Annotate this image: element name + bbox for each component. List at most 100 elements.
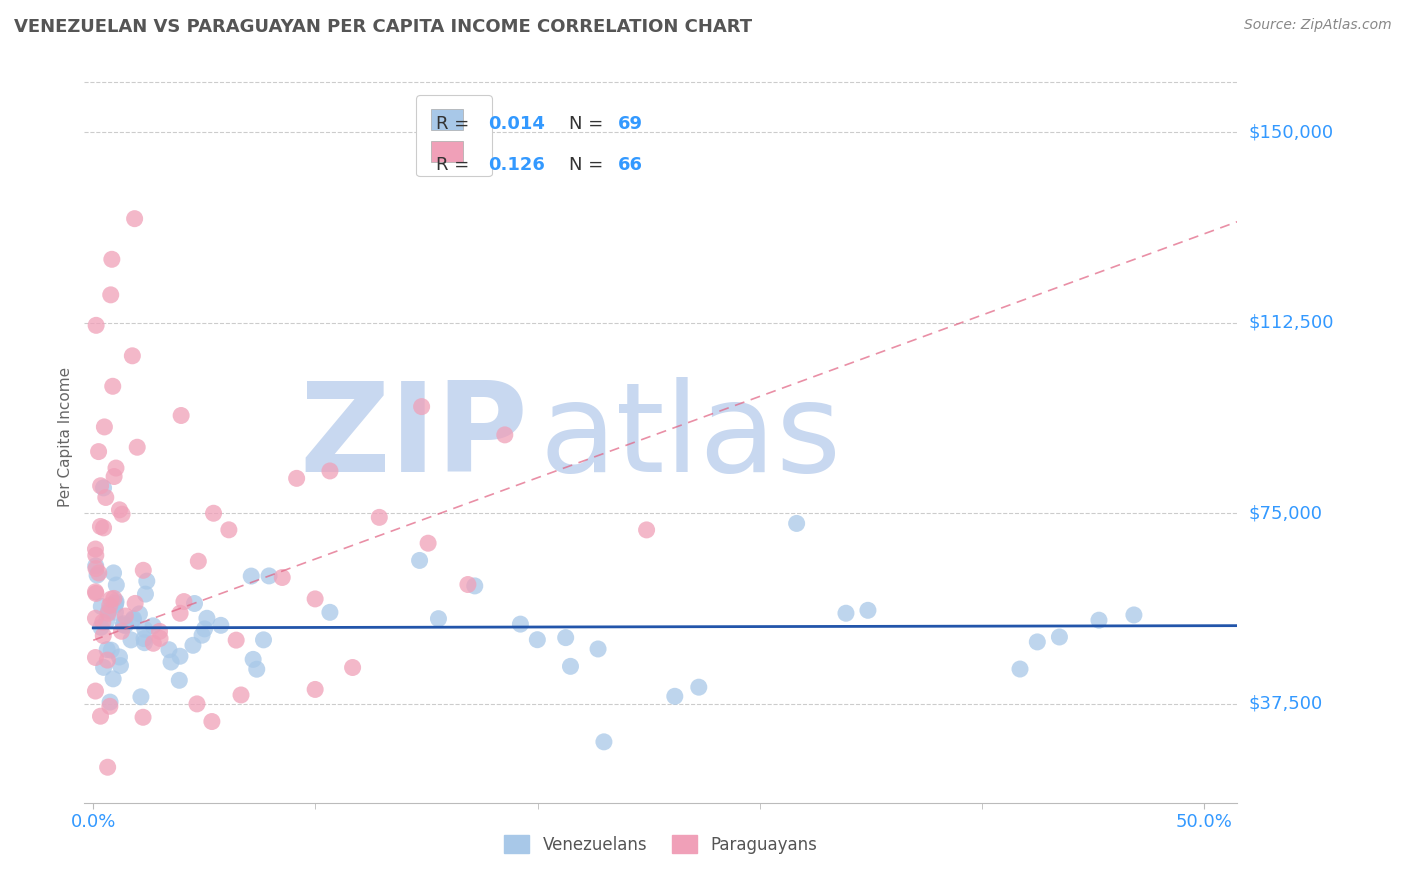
Point (84, 558, 107, 573)
Point (100, 643, 122, 657)
Point (90, 620, 112, 634)
Point (257, 569, 280, 583)
Point (84, 684, 107, 698)
Text: $112,500: $112,500 (1249, 314, 1334, 332)
Point (84, 650, 107, 665)
Point (98, 699, 121, 714)
Point (104, 605, 127, 619)
Point (1122, 607, 1144, 622)
Text: $75,000: $75,000 (1249, 504, 1323, 523)
Point (416, 536, 439, 550)
Point (229, 688, 252, 702)
Point (91, 629, 114, 643)
Point (835, 606, 858, 620)
Point (104, 598, 127, 612)
Text: $150,000: $150,000 (1249, 123, 1334, 141)
Point (101, 252, 124, 267)
Point (218, 523, 240, 537)
Point (111, 507, 134, 521)
Point (560, 659, 582, 673)
Point (1088, 613, 1111, 627)
Point (104, 596, 127, 610)
Point (586, 642, 609, 657)
Point (157, 642, 180, 657)
Point (129, 690, 152, 704)
Point (87, 566, 110, 580)
Point (202, 506, 225, 520)
Y-axis label: Per Capita Income: Per Capita Income (58, 367, 73, 508)
Point (134, 635, 156, 649)
Text: 0.014: 0.014 (488, 115, 544, 133)
Point (94, 491, 117, 505)
Point (181, 638, 204, 652)
Point (97, 760, 120, 774)
Point (105, 578, 128, 592)
Point (526, 632, 548, 647)
Point (786, 516, 808, 531)
Point (494, 428, 516, 442)
Point (97, 603, 120, 617)
Point (84, 549, 107, 563)
Point (128, 607, 150, 621)
Point (93, 521, 115, 535)
Point (169, 649, 191, 664)
Point (84, 561, 107, 575)
Point (225, 633, 247, 648)
Point (112, 618, 135, 632)
Point (134, 587, 156, 601)
Text: ZIP: ZIP (299, 376, 529, 498)
Text: atlas: atlas (540, 376, 842, 498)
Point (169, 607, 191, 621)
Point (142, 636, 165, 650)
Text: R =: R = (436, 156, 475, 174)
Point (110, 624, 132, 639)
Point (201, 714, 224, 729)
Point (127, 440, 149, 454)
Point (114, 618, 136, 632)
Point (319, 464, 342, 478)
Point (84, 586, 107, 600)
Point (124, 596, 146, 610)
Point (108, 503, 131, 517)
Point (96, 642, 118, 657)
Point (98, 599, 121, 613)
Text: $37,500: $37,500 (1249, 695, 1323, 713)
Point (97, 607, 120, 621)
Text: Source: ZipAtlas.com: Source: ZipAtlas.com (1244, 18, 1392, 32)
Point (142, 619, 165, 633)
Point (186, 697, 208, 711)
Point (319, 605, 342, 619)
Point (1026, 635, 1049, 649)
Point (242, 652, 264, 666)
Point (96, 614, 118, 628)
Point (240, 569, 263, 583)
Point (408, 553, 430, 567)
Point (91, 615, 114, 629)
Point (636, 523, 658, 537)
Point (108, 650, 131, 665)
Point (688, 680, 710, 694)
Point (84, 542, 107, 557)
Point (124, 211, 146, 226)
Point (457, 577, 479, 591)
Point (593, 735, 616, 749)
Point (114, 609, 136, 624)
Point (100, 288, 122, 302)
Point (169, 673, 191, 688)
Point (93, 420, 115, 434)
Point (104, 461, 127, 475)
Point (209, 618, 232, 632)
Text: 69: 69 (619, 115, 643, 133)
Point (134, 623, 156, 637)
Point (103, 566, 125, 580)
Point (1049, 630, 1071, 644)
Text: N =: N = (568, 115, 609, 133)
Legend: Venezuelans, Paraguayans: Venezuelans, Paraguayans (498, 829, 824, 860)
Text: VENEZUELAN VS PARAGUAYAN PER CAPITA INCOME CORRELATION CHART: VENEZUELAN VS PARAGUAYAN PER CAPITA INCO… (14, 18, 752, 36)
Point (252, 632, 274, 647)
Point (304, 591, 326, 606)
Text: 66: 66 (619, 156, 643, 174)
Point (89, 519, 111, 533)
Text: R =: R = (436, 115, 475, 133)
Point (121, 349, 143, 363)
